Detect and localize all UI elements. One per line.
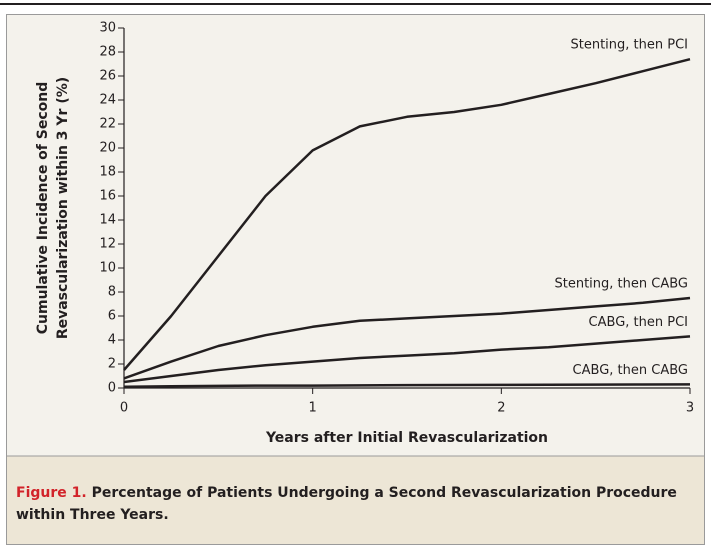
y-tick-label: 30: [99, 21, 116, 36]
y-axis-title-line: Revascularization within 3 Yr (%): [55, 77, 71, 339]
x-tick-label: 2: [497, 401, 505, 416]
caption: Figure 1. Percentage of Patients Undergo…: [16, 482, 686, 526]
y-tick-label: 0: [108, 381, 116, 396]
series-line: [123, 335, 691, 384]
y-axis-title-line: Cumulative Incidence of Second: [35, 82, 51, 335]
y-tick-label: 18: [99, 165, 116, 180]
y-tick-label: 8: [108, 285, 116, 300]
series-label: CABG, then PCI: [589, 315, 688, 330]
y-tick-label: 16: [99, 189, 116, 204]
y-tick-label: 24: [99, 93, 116, 108]
caption-label: Figure 1.: [16, 485, 87, 501]
caption-text: Percentage of Patients Undergoing a Seco…: [16, 485, 677, 523]
y-tick-label: 10: [99, 261, 116, 276]
series-line: [123, 383, 691, 389]
y-tick-label: 4: [108, 333, 116, 348]
y-tick-label: 26: [99, 69, 116, 84]
caption-box: [7, 456, 704, 544]
series-label: Stenting, then PCI: [570, 38, 688, 53]
series-label: Stenting, then CABG: [555, 277, 689, 292]
y-tick-label: 2: [108, 357, 116, 372]
y-axis-title: Cumulative Incidence of Second Revascula…: [35, 77, 71, 339]
y-tick-label: 22: [99, 117, 116, 132]
x-axis-title: Years after Initial Revascularization: [265, 430, 548, 446]
top-rule: [0, 3, 711, 5]
x-tick-label: 1: [309, 401, 317, 416]
series-label: CABG, then CABG: [573, 363, 688, 378]
x-tick-label: 0: [120, 401, 128, 416]
y-tick-label: 20: [99, 141, 116, 156]
y-tick-label: 28: [99, 45, 116, 60]
y-tick-label: 6: [108, 309, 116, 324]
x-tick-label: 3: [686, 401, 694, 416]
series-line: [123, 296, 691, 380]
y-tick-label: 12: [99, 237, 116, 252]
series-line: [123, 57, 691, 371]
y-tick-label: 14: [99, 213, 116, 228]
